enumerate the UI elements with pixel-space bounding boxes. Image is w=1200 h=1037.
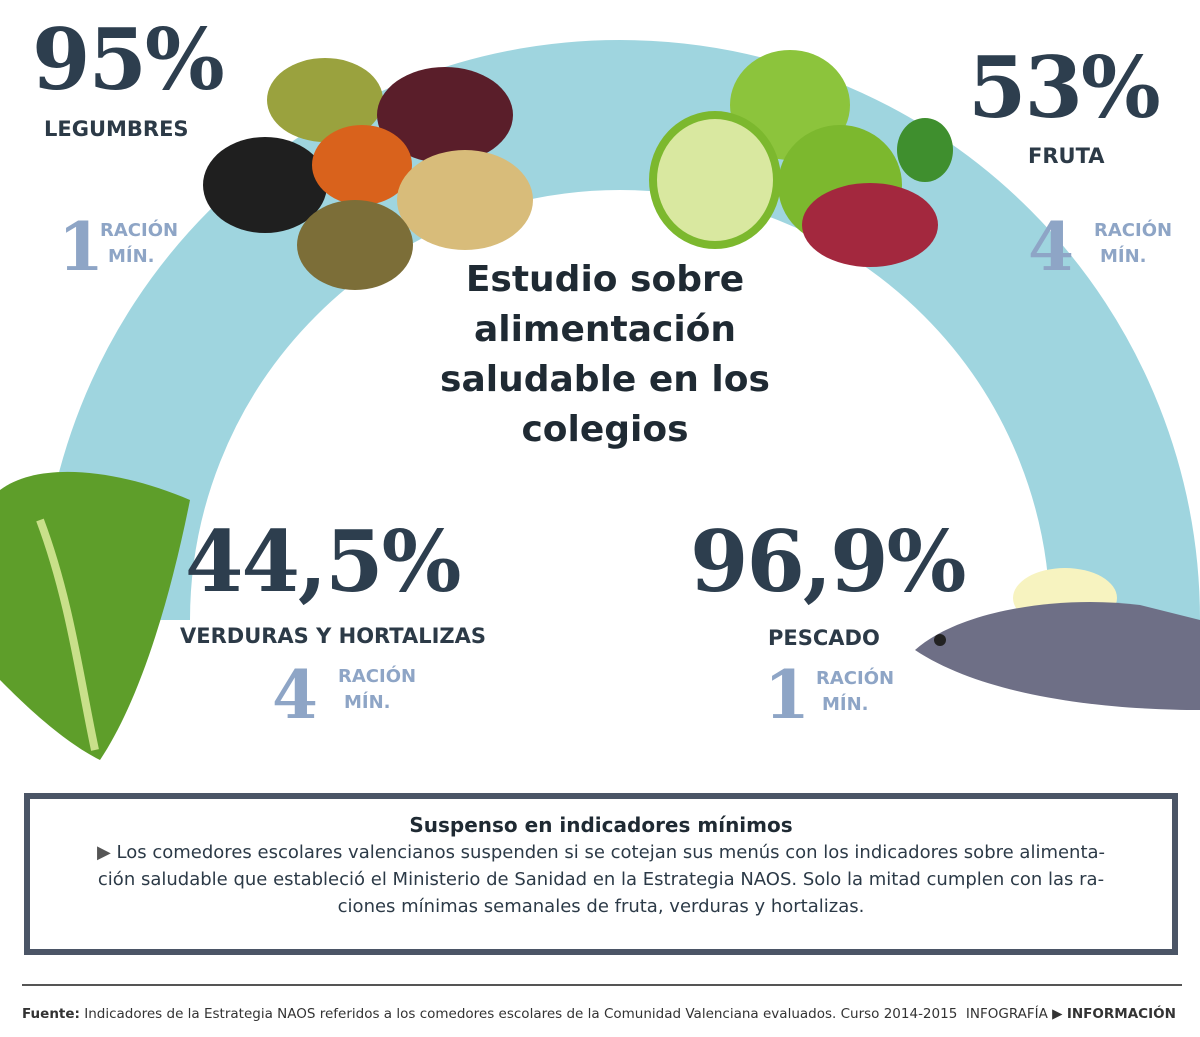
- lettuce: [0, 471, 190, 760]
- brand: INFORMACIÓN: [1066, 1006, 1176, 1022]
- label: LEGUMBRES: [44, 117, 189, 141]
- ration-number: 4: [272, 656, 318, 734]
- ration-label: RACIÓN: [338, 666, 417, 687]
- note-line: ▶ Los comedores escolares valencianos su…: [30, 839, 1172, 866]
- ration-number: 1: [764, 656, 810, 734]
- percent: 96,9%: [690, 512, 966, 611]
- bullet: ▶: [96, 842, 111, 863]
- legumes: [203, 58, 533, 290]
- label: PESCADO: [768, 626, 880, 650]
- note-line: ciones mínimas semanales de fruta, verdu…: [337, 896, 865, 917]
- source-label: Fuente:: [22, 1006, 80, 1022]
- footer: Fuente: Indicadores de la Estrategia NAO…: [22, 1006, 1188, 1022]
- label: FRUTA: [1028, 144, 1105, 168]
- source: Indicadores de la Estrategia NAOS referi…: [84, 1006, 958, 1022]
- illustration: [0, 40, 1200, 760]
- ration-unit: MÍN.: [108, 246, 155, 267]
- label: VERDURAS Y HORTALIZAS: [180, 624, 487, 648]
- percent: 44,5%: [185, 512, 461, 611]
- title: Estudio sobre alimentación saludable en …: [440, 259, 770, 450]
- ration-label: RACIÓN: [100, 220, 179, 241]
- ration-unit: MÍN.: [344, 692, 391, 713]
- percent: 95%: [32, 10, 225, 109]
- note-box: Suspenso en indicadores mínimos ▶ Los co…: [24, 793, 1178, 955]
- ration-unit: MÍN.: [1100, 246, 1147, 267]
- note-heading: Suspenso en indicadores mínimos: [409, 813, 793, 837]
- fruit: [649, 50, 953, 267]
- ration-label: RACIÓN: [1094, 220, 1173, 241]
- note-line: ción saludable que estableció el Ministe…: [97, 869, 1105, 890]
- ration-unit: MÍN.: [822, 694, 869, 715]
- rule: [22, 984, 1182, 986]
- ration-number: 1: [58, 208, 104, 286]
- ration-number: 4: [1028, 208, 1074, 286]
- fish: [915, 602, 1200, 710]
- percent: 53%: [968, 38, 1161, 137]
- arc: [40, 40, 1200, 621]
- ration-label: RACIÓN: [816, 668, 895, 689]
- credit: INFOGRAFÍA: [965, 1006, 1048, 1022]
- arrow: ▶: [1052, 1006, 1063, 1022]
- note-text: Los comedores escolares valencianos susp…: [116, 842, 1106, 863]
